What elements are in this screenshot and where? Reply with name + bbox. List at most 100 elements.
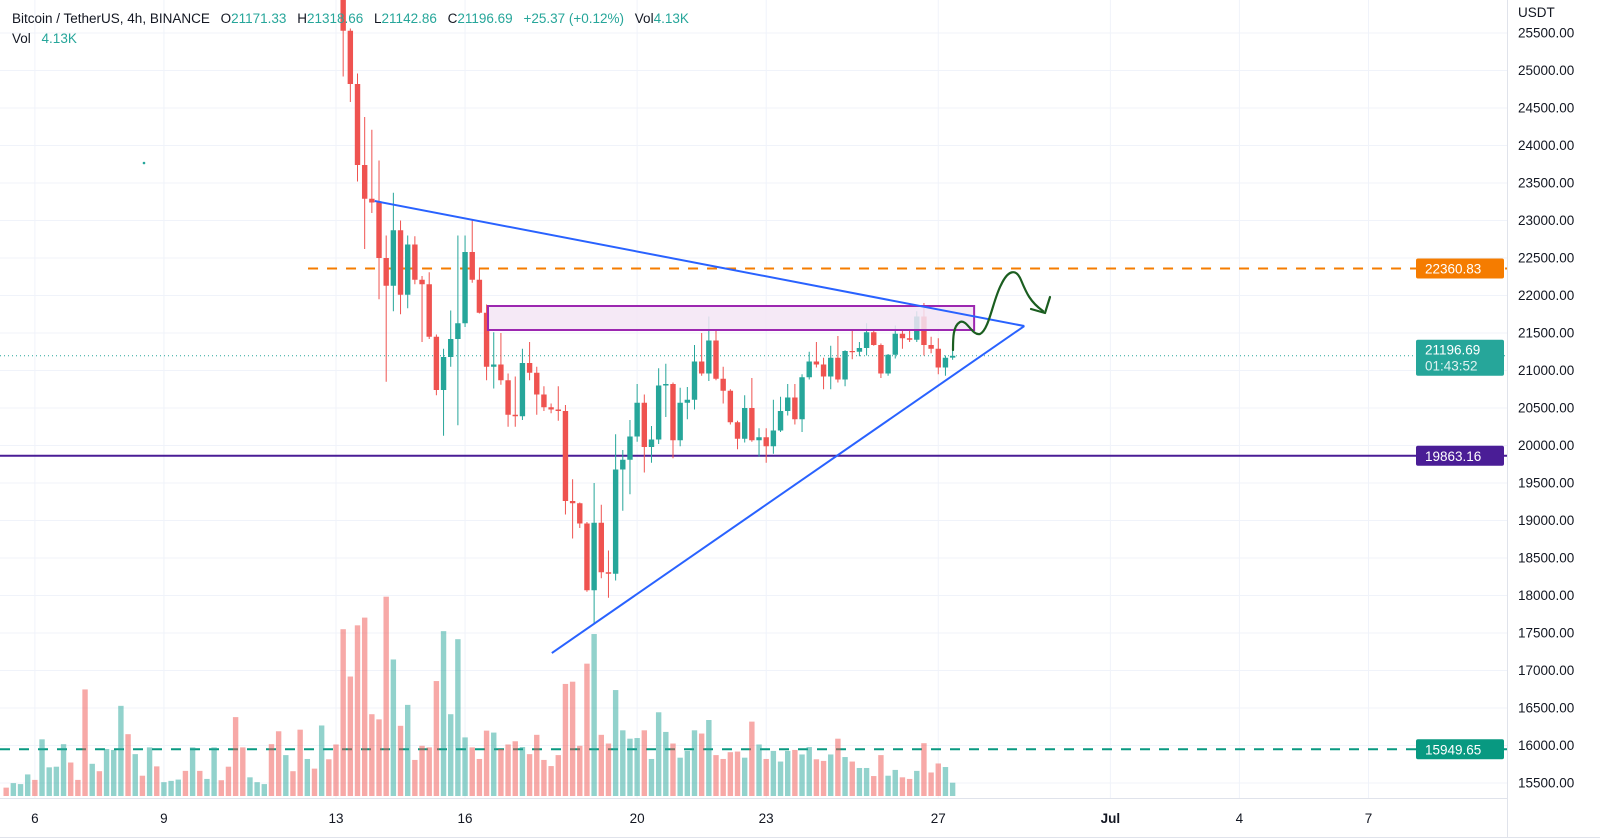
candle-body [433, 336, 440, 390]
drawings[interactable] [374, 200, 1052, 654]
candle-body [448, 339, 454, 357]
candle [820, 357, 827, 390]
candle [849, 329, 855, 360]
candle [713, 329, 719, 381]
volume-legend-row[interactable]: Vol 4.13K [12, 29, 689, 49]
volume-bar [68, 762, 74, 796]
candle [598, 504, 604, 579]
volume-bar [254, 782, 260, 796]
price-tag-low: 15949.65 [1425, 742, 1481, 757]
time-axis[interactable]: 6 9 13 16 20 23 27 Jul 4 7 [31, 811, 1372, 826]
candle-body [426, 284, 432, 337]
grid-lines [0, 0, 1507, 798]
candle [806, 351, 812, 380]
volume-bar [261, 784, 267, 796]
candle-body [813, 361, 820, 365]
volume-bar [448, 714, 454, 796]
candle-body [871, 332, 877, 345]
candle [512, 376, 518, 427]
candles [340, 0, 956, 624]
time-tick-label: Jul [1101, 811, 1121, 826]
descending-trendline[interactable] [374, 200, 1025, 328]
price-tick-label: 21000.00 [1518, 363, 1574, 378]
volume-bar [10, 783, 17, 796]
candle [828, 345, 834, 390]
price-tick-label: 17500.00 [1518, 626, 1574, 641]
vol-label: Vol [634, 11, 654, 26]
candle [548, 403, 554, 414]
volume-bar [103, 748, 110, 796]
volume-bar [634, 738, 640, 796]
price-tick-label: 23500.00 [1518, 176, 1574, 191]
candle-body [820, 364, 827, 377]
time-tick-label: 23 [759, 811, 774, 826]
volume-bar [605, 743, 612, 796]
price-tick-label: 16500.00 [1518, 701, 1574, 716]
volume-bar [806, 747, 812, 796]
volume-bar [326, 759, 332, 796]
volume-bar [369, 714, 375, 796]
candle-body [483, 312, 490, 367]
volume-bar [397, 725, 404, 796]
volume-bar [32, 779, 38, 796]
candle-body [512, 414, 518, 417]
candle-body [892, 333, 898, 355]
candle-body [949, 355, 956, 358]
volume-bar [96, 771, 103, 796]
candle-body [763, 437, 769, 447]
candle-body [727, 390, 734, 423]
change-value: +25.37 (+0.12%) [523, 11, 625, 26]
ascending-trendline[interactable] [551, 325, 1025, 654]
candle-body [928, 345, 934, 349]
candle-body [405, 244, 411, 295]
symbol-legend[interactable]: Bitcoin / TetherUS, 4h, BINANCE O21171.3… [12, 9, 689, 49]
volume-bar [505, 744, 511, 796]
candle [756, 428, 762, 457]
close-label: C [447, 11, 458, 26]
volume-bar [211, 747, 217, 796]
candle [749, 378, 755, 442]
stray-dot-mark [142, 161, 146, 165]
volume-bar [512, 741, 518, 796]
candle-body [634, 402, 640, 437]
candle [641, 394, 648, 473]
candle [612, 434, 619, 581]
candle [856, 342, 863, 357]
volume-bar [949, 782, 956, 796]
symbol-title[interactable]: Bitcoin / TetherUS, 4h, BINANCE [12, 11, 210, 26]
candle-body [598, 522, 604, 573]
volume-bar [534, 734, 540, 796]
hand-drawn-arrow-path[interactable] [951, 271, 1045, 352]
candle-body [476, 279, 483, 313]
price-axis[interactable]: 15500.00 16000.00 16500.00 17000.00 17500.00… [1518, 26, 1574, 791]
volume-bar [892, 769, 898, 796]
candle [483, 304, 490, 381]
volume-bar [39, 739, 45, 796]
candle [871, 330, 877, 346]
volume-bar [383, 596, 389, 796]
volume-bar [75, 779, 81, 796]
volume-bar [161, 782, 167, 796]
candle-body [498, 364, 504, 381]
candle [555, 386, 561, 421]
candle [634, 384, 640, 442]
candle [648, 426, 655, 463]
time-tick-label: 7 [1365, 811, 1373, 826]
candle-body [627, 436, 633, 460]
candle-body [555, 409, 561, 411]
candle [670, 382, 676, 459]
candle [770, 399, 777, 454]
candle [620, 450, 626, 511]
candle-body [541, 394, 547, 408]
candle [476, 267, 483, 314]
supply-zone-rectangle[interactable] [487, 305, 976, 331]
candle [347, 28, 354, 102]
candle [878, 343, 884, 378]
candle [433, 334, 440, 396]
price-tick-label: 25000.00 [1518, 63, 1574, 78]
volume-bar [914, 770, 920, 796]
candle-body [469, 252, 475, 280]
volume-bar [562, 683, 569, 796]
volume-bar [856, 767, 863, 796]
